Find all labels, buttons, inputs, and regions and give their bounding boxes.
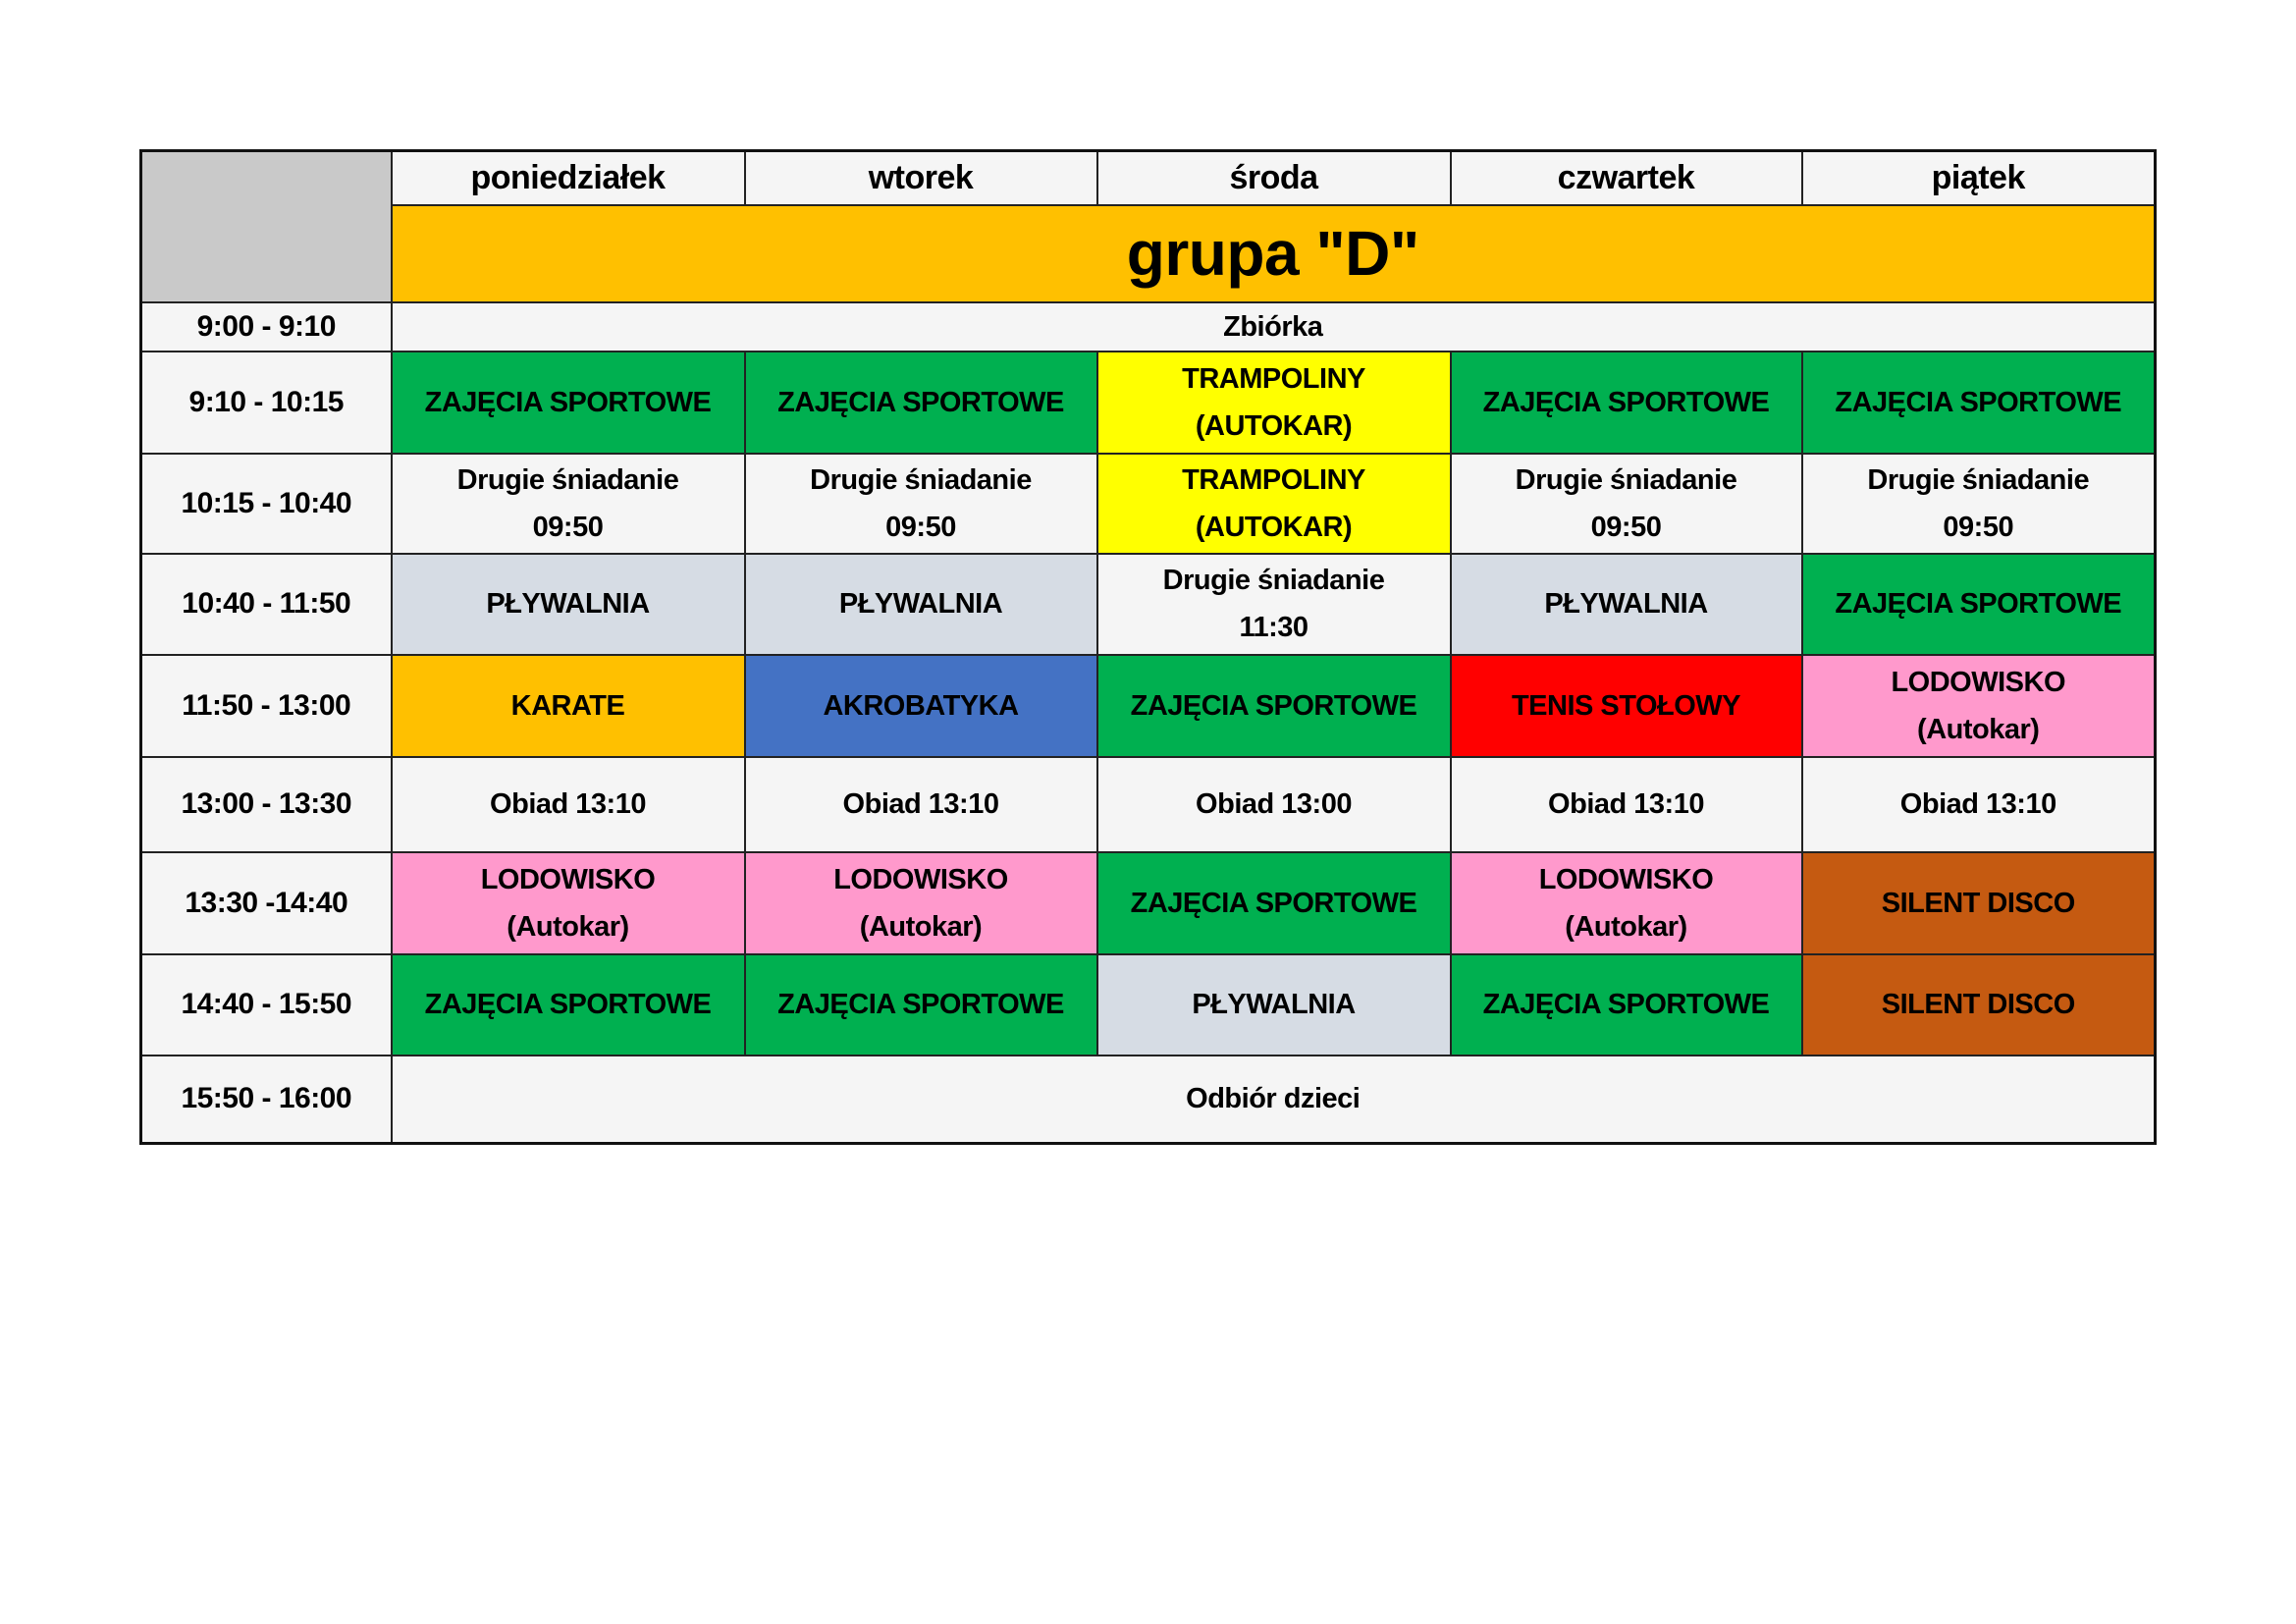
activity-cell: Odbiór dzieci	[390, 1054, 2157, 1145]
activity-cell: ZAJĘCIA SPORTOWE	[1095, 850, 1452, 955]
day-header: wtorek	[743, 149, 1098, 206]
activity-cell: SILENT DISCO	[1800, 952, 2157, 1056]
activity-cell: LODOWISKO (Autokar)	[1800, 653, 2157, 758]
time-slot: 13:00 - 13:30	[139, 755, 393, 853]
activity-cell: PŁYWALNIA	[743, 552, 1098, 656]
group-title: grupa "D"	[390, 203, 2157, 303]
time-slot: 10:15 - 10:40	[139, 452, 393, 555]
schedule-table: poniedziałek wtorek środa czwartek piąte…	[139, 149, 2157, 1145]
day-header: poniedziałek	[390, 149, 746, 206]
activity-cell: Drugie śniadanie 09:50	[1800, 452, 2157, 555]
activity-cell: LODOWISKO (Autokar)	[1449, 850, 1803, 955]
time-slot: 9:10 - 10:15	[139, 350, 393, 455]
activity-cell: LODOWISKO (Autokar)	[390, 850, 746, 955]
activity-cell: Obiad 13:10	[390, 755, 746, 853]
activity-cell: Obiad 13:10	[1800, 755, 2157, 853]
activity-cell: SILENT DISCO	[1800, 850, 2157, 955]
schedule-row: 11:50 - 13:00 KARATE AKROBATYKA ZAJĘCIA SPO…	[139, 653, 2157, 758]
activity-cell: ZAJĘCIA SPORTOWE	[390, 350, 746, 455]
activity-cell: Drugie śniadanie 09:50	[390, 452, 746, 555]
schedule-row: 10:15 - 10:40 Drugie śniadanie 09:50 Drugi…	[139, 452, 2157, 555]
activity-cell: LODOWISKO (Autokar)	[743, 850, 1098, 955]
activity-cell: ZAJĘCIA SPORTOWE	[1095, 653, 1452, 758]
activity-cell: ZAJĘCIA SPORTOWE	[390, 952, 746, 1056]
day-header-row: poniedziałek wtorek środa czwartek piąte…	[139, 149, 2157, 303]
schedule-row: 13:00 - 13:30 Obiad 13:10 Obiad 13:10 Obiad…	[139, 755, 2157, 853]
activity-cell: ZAJĘCIA SPORTOWE	[743, 952, 1098, 1056]
activity-cell: Obiad 13:10	[743, 755, 1098, 853]
time-slot: 10:40 - 11:50	[139, 552, 393, 656]
day-header: środa	[1095, 149, 1452, 206]
activity-cell: Obiad 13:10	[1449, 755, 1803, 853]
activity-cell: TENIS STOŁOWY	[1449, 653, 1803, 758]
schedule-row: 13:30 -14:40 LODOWISKO (Autokar) LODOWISKO…	[139, 850, 2157, 955]
activity-cell: TRAMPOLINY (AUTOKAR)	[1095, 350, 1452, 455]
schedule-row: 14:40 - 15:50 ZAJĘCIA SPORTOWE ZAJĘCIA SPO…	[139, 952, 2157, 1056]
activity-cell: TRAMPOLINY (AUTOKAR)	[1095, 452, 1452, 555]
time-slot: 15:50 - 16:00	[139, 1054, 393, 1145]
activity-cell: PŁYWALNIA	[390, 552, 746, 656]
time-slot: 9:00 - 9:10	[139, 300, 393, 352]
activity-cell: Obiad 13:00	[1095, 755, 1452, 853]
schedule-row: 9:10 - 10:15 ZAJĘCIA SPORTOWE ZAJĘCIA SPOR…	[139, 350, 2157, 455]
activity-cell: ZAJĘCIA SPORTOWE	[743, 350, 1098, 455]
time-slot: 13:30 -14:40	[139, 850, 393, 955]
activity-cell: ZAJĘCIA SPORTOWE	[1800, 350, 2157, 455]
schedule-row: 9:00 - 9:10 Zbiórka	[139, 300, 2157, 352]
activity-cell: PŁYWALNIA	[1449, 552, 1803, 656]
activity-cell: Drugie śniadanie 09:50	[1449, 452, 1803, 555]
activity-cell: Drugie śniadanie 11:30	[1095, 552, 1452, 656]
day-header: piątek	[1800, 149, 2157, 206]
activity-cell: PŁYWALNIA	[1095, 952, 1452, 1056]
activity-cell: ZAJĘCIA SPORTOWE	[1449, 350, 1803, 455]
activity-cell: AKROBATYKA	[743, 653, 1098, 758]
time-slot: 14:40 - 15:50	[139, 952, 393, 1056]
activity-cell: Zbiórka	[390, 300, 2157, 352]
time-slot: 11:50 - 13:00	[139, 653, 393, 758]
activity-cell: Drugie śniadanie 09:50	[743, 452, 1098, 555]
corner-cell	[139, 149, 393, 303]
day-header: czwartek	[1449, 149, 1803, 206]
group-title-row: grupa "D"	[141, 203, 2157, 303]
activity-cell: ZAJĘCIA SPORTOWE	[1800, 552, 2157, 656]
activity-cell: KARATE	[390, 653, 746, 758]
schedule-row: 10:40 - 11:50 PŁYWALNIA PŁYWALNIA Drugie śn…	[139, 552, 2157, 656]
activity-cell: ZAJĘCIA SPORTOWE	[1449, 952, 1803, 1056]
schedule-row: 15:50 - 16:00 Odbiór dzieci	[139, 1054, 2157, 1145]
